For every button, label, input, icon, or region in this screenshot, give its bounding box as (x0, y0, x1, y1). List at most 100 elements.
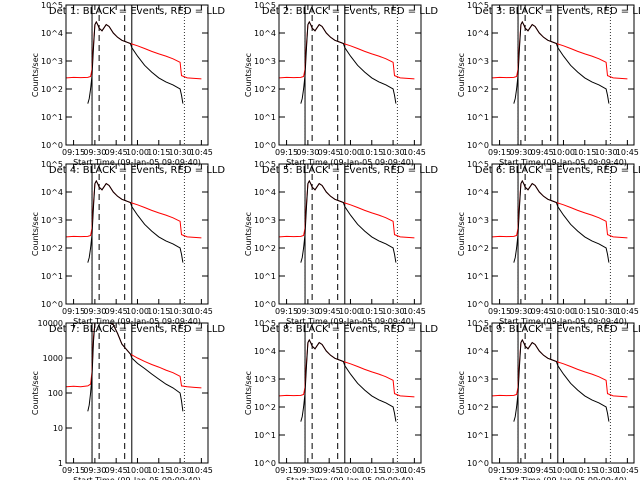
panel-title: Det 3: BLACK = Events, RED = LLD (475, 6, 640, 17)
series-events-line (87, 322, 184, 412)
xtick-label: 10:45 (403, 148, 426, 157)
xtick-label: 10:45 (190, 307, 213, 316)
y-axis-label: Counts/sec (244, 53, 253, 97)
xtick-label: 09:30 (83, 307, 106, 316)
x-axis-label: Start Time (09-Jan-05 09:09:40) (499, 158, 627, 167)
ytick-label: 10^3 (254, 57, 276, 66)
xtick-label: 10:00 (126, 148, 149, 157)
xtick-label: 09:30 (509, 307, 532, 316)
plot-frame (491, 163, 635, 305)
xtick-label: 10:30 (595, 307, 618, 316)
panel-title: Det 6: BLACK = Events, RED = LLD (475, 165, 640, 176)
ytick-label: 10^4 (467, 347, 489, 356)
x-axis-label: Start Time (09-Jan-05 09:09:40) (286, 158, 414, 167)
ytick-label: 10^1 (254, 272, 276, 281)
ytick-label: 100 (48, 389, 63, 398)
xtick-label: 09:45 (318, 148, 341, 157)
series-events-line (513, 20, 610, 104)
xtick-label: 09:45 (105, 466, 128, 475)
panel-det-9: 10^010^110^210^310^410^509:1509:3009:451… (457, 319, 640, 480)
xtick-label: 10:30 (382, 148, 405, 157)
plot-frame (278, 4, 422, 146)
ytick-label: 10^0 (254, 141, 276, 150)
xtick-label: 09:45 (105, 307, 128, 316)
xtick-label: 10:15 (360, 466, 383, 475)
xtick-label: 09:15 (275, 148, 298, 157)
ytick-label: 10^1 (467, 113, 489, 122)
panel-det-7: 1 10 100 1000 10000 09:1509:3009:4510:0010:15… (31, 319, 225, 480)
xtick-label: 10:45 (616, 148, 639, 157)
ytick-label: 10000 (38, 319, 63, 328)
xtick-label: 10:15 (360, 148, 383, 157)
ytick-label: 10^3 (41, 57, 63, 66)
ytick-label: 10^0 (467, 141, 489, 150)
ytick-label: 10^4 (41, 29, 63, 38)
ytick-label: 10^5 (467, 160, 489, 169)
xtick-label: 10:45 (190, 148, 213, 157)
ytick-label: 10^2 (467, 244, 489, 253)
xtick-label: 09:45 (105, 148, 128, 157)
ytick-label: 10^0 (41, 141, 63, 150)
ytick-label: 10^3 (254, 375, 276, 384)
xtick-label: 09:45 (318, 307, 341, 316)
xtick-label: 09:30 (296, 307, 319, 316)
ytick-label: 10^5 (254, 1, 276, 10)
x-axis-label: Start Time (09-Jan-05 09:09:40) (73, 158, 201, 167)
x-axis-label: Start Time (09-Jan-05 09:09:40) (73, 476, 201, 480)
plot-frame (278, 163, 422, 305)
xtick-label: 09:15 (62, 466, 85, 475)
ytick-label: 10^0 (254, 459, 276, 468)
ytick-label: 10^2 (41, 85, 63, 94)
xtick-label: 10:30 (169, 307, 192, 316)
series-events-line (300, 20, 397, 104)
series-events-line (300, 179, 397, 263)
xtick-label: 10:45 (403, 466, 426, 475)
ytick-label: 10^4 (254, 188, 276, 197)
ytick-label: 10^2 (41, 244, 63, 253)
ytick-label: 10^4 (254, 29, 276, 38)
series-events-line (87, 179, 184, 263)
xtick-label: 10:15 (573, 307, 596, 316)
xtick-label: 09:15 (488, 148, 511, 157)
xtick-label: 10:45 (190, 466, 213, 475)
x-axis-label: Start Time (09-Jan-05 09:09:40) (286, 476, 414, 480)
ytick-label: 10^5 (41, 160, 63, 169)
x-axis-label: Start Time (09-Jan-05 09:09:40) (73, 317, 201, 326)
panel-det-3: 10^010^110^210^310^410^509:1509:3009:451… (457, 1, 640, 167)
panel-title: Det 4: BLACK = Events, RED = LLD (49, 165, 226, 176)
x-axis-label: Start Time (09-Jan-05 09:09:40) (286, 317, 414, 326)
ytick-label: 10 (53, 424, 63, 433)
ytick-label: 10^1 (41, 272, 63, 281)
panel-title: Det 1: BLACK = Events, RED = LLD (49, 6, 226, 17)
xtick-label: 10:45 (616, 466, 639, 475)
panel-det-5: 10^010^110^210^310^410^509:1509:3009:451… (244, 160, 438, 326)
y-axis-label: Counts/sec (31, 212, 40, 256)
ytick-label: 10^4 (467, 188, 489, 197)
xtick-label: 09:15 (275, 307, 298, 316)
ytick-label: 10^1 (254, 113, 276, 122)
xtick-label: 09:45 (318, 466, 341, 475)
y-axis-label: Counts/sec (457, 212, 466, 256)
xtick-label: 09:45 (531, 307, 554, 316)
xtick-label: 09:15 (62, 148, 85, 157)
ytick-label: 10^5 (467, 1, 489, 10)
xtick-label: 10:30 (382, 466, 405, 475)
xtick-label: 10:45 (403, 307, 426, 316)
plot-frame (65, 163, 209, 305)
x-axis-label: Start Time (09-Jan-05 09:09:40) (499, 476, 627, 480)
ytick-label: 10^4 (467, 29, 489, 38)
ytick-label: 10^2 (254, 244, 276, 253)
xtick-label: 10:00 (126, 307, 149, 316)
ytick-label: 10^5 (254, 319, 276, 328)
xtick-label: 10:45 (616, 307, 639, 316)
xtick-label: 10:30 (382, 307, 405, 316)
xtick-label: 09:30 (83, 148, 106, 157)
xtick-label: 10:00 (552, 307, 575, 316)
xtick-label: 09:45 (531, 466, 554, 475)
xtick-label: 10:30 (169, 148, 192, 157)
ytick-label: 10^2 (254, 85, 276, 94)
ytick-label: 10^1 (41, 113, 63, 122)
ytick-label: 10^1 (467, 272, 489, 281)
ytick-label: 10^1 (254, 431, 276, 440)
